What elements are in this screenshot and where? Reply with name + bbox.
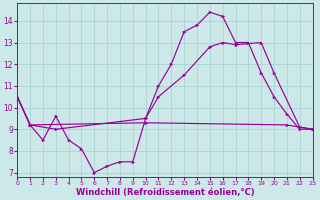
X-axis label: Windchill (Refroidissement éolien,°C): Windchill (Refroidissement éolien,°C) (76, 188, 254, 197)
